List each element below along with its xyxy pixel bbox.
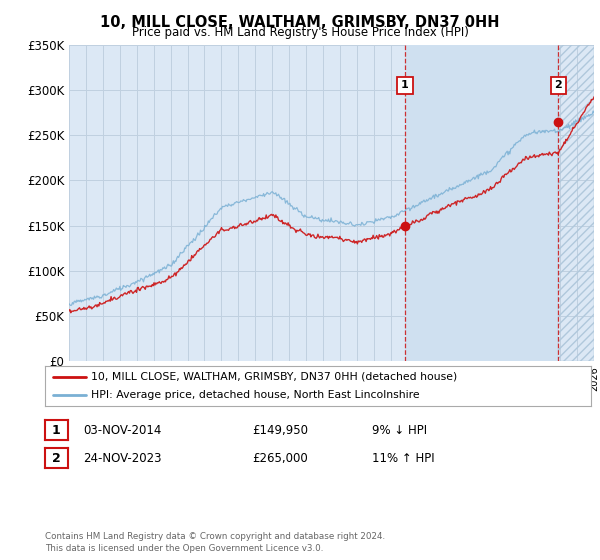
Text: 03-NOV-2014: 03-NOV-2014	[83, 423, 161, 437]
Bar	[559, 45, 594, 361]
Text: £149,950: £149,950	[252, 423, 308, 437]
Text: 10, MILL CLOSE, WALTHAM, GRIMSBY, DN37 0HH (detached house): 10, MILL CLOSE, WALTHAM, GRIMSBY, DN37 0…	[91, 372, 458, 381]
Text: 1: 1	[401, 81, 409, 91]
Text: Price paid vs. HM Land Registry's House Price Index (HPI): Price paid vs. HM Land Registry's House …	[131, 26, 469, 39]
Text: 11% ↑ HPI: 11% ↑ HPI	[372, 451, 434, 465]
Text: £265,000: £265,000	[252, 451, 308, 465]
Text: 9% ↓ HPI: 9% ↓ HPI	[372, 423, 427, 437]
Text: 2: 2	[554, 81, 562, 91]
Text: Contains HM Land Registry data © Crown copyright and database right 2024.
This d: Contains HM Land Registry data © Crown c…	[45, 533, 385, 553]
Text: HPI: Average price, detached house, North East Lincolnshire: HPI: Average price, detached house, Nort…	[91, 390, 420, 400]
Bar	[559, 45, 594, 361]
Text: 24-NOV-2023: 24-NOV-2023	[83, 451, 161, 465]
Text: 2: 2	[52, 451, 61, 465]
Bar	[405, 45, 559, 361]
Text: 1: 1	[52, 423, 61, 437]
Text: 10, MILL CLOSE, WALTHAM, GRIMSBY, DN37 0HH: 10, MILL CLOSE, WALTHAM, GRIMSBY, DN37 0…	[100, 15, 500, 30]
